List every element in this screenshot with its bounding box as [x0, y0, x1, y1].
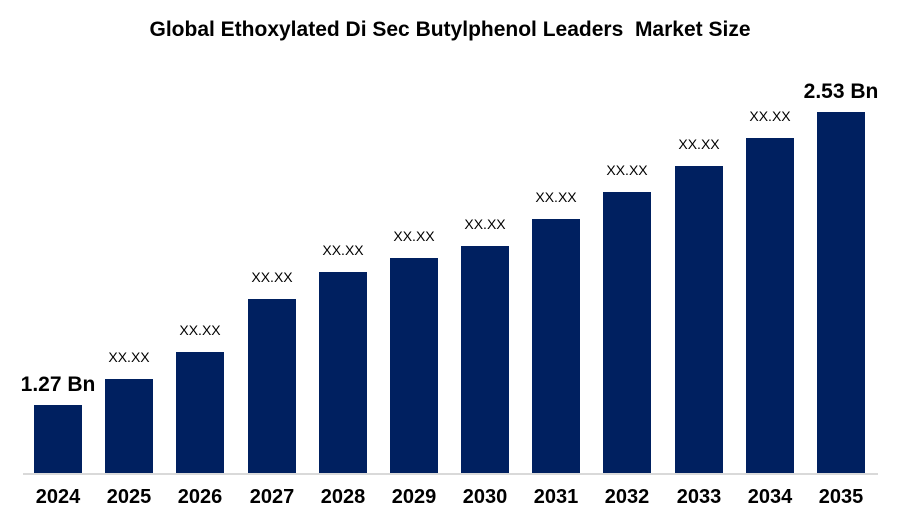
- chart-title: Global Ethoxylated Di Sec Butylphenol Le…: [149, 18, 751, 41]
- bar-2032: [603, 192, 651, 473]
- bar-value-label-2026: XX.XX: [179, 322, 221, 338]
- bar-2033: [675, 166, 723, 473]
- bar-2031: [532, 219, 580, 473]
- bar-value-label-2024: 1.27 Bn: [20, 373, 96, 396]
- bar-2028: [319, 272, 367, 473]
- bar-2025: [105, 379, 153, 473]
- bar-value-label-2025: XX.XX: [108, 349, 150, 365]
- bar-2035: [817, 112, 865, 473]
- x-tick-label-2028: 2028: [320, 486, 366, 508]
- bar-value-label-2031: XX.XX: [535, 189, 577, 205]
- bar-value-label-2029: XX.XX: [393, 228, 435, 244]
- x-tick-label-2026: 2026: [177, 486, 223, 508]
- bar-2029: [390, 258, 438, 473]
- x-tick-label-2029: 2029: [391, 486, 437, 508]
- x-axis-line: [23, 473, 878, 475]
- x-tick-label-2027: 2027: [249, 486, 295, 508]
- bar-2030: [461, 246, 509, 473]
- bar-2027: [248, 299, 296, 473]
- bar-2024: [34, 405, 82, 473]
- bar-2026: [176, 352, 224, 473]
- x-tick-label-2025: 2025: [106, 486, 152, 508]
- bar-2034: [746, 138, 794, 473]
- x-tick-label-2032: 2032: [604, 486, 650, 508]
- bar-value-label-2032: XX.XX: [606, 162, 648, 178]
- bar-value-label-2028: XX.XX: [322, 242, 364, 258]
- x-tick-label-2030: 2030: [462, 486, 508, 508]
- bar-value-label-2027: XX.XX: [251, 269, 293, 285]
- x-tick-label-2034: 2034: [747, 486, 793, 508]
- x-tick-label-2033: 2033: [676, 486, 722, 508]
- x-tick-label-2024: 2024: [35, 486, 81, 508]
- bar-value-label-2030: XX.XX: [464, 216, 506, 232]
- bar-value-label-2033: XX.XX: [678, 136, 720, 152]
- bar-value-label-2035: 2.53 Bn: [803, 80, 879, 103]
- x-tick-label-2035: 2035: [818, 486, 864, 508]
- x-tick-label-2031: 2031: [533, 486, 579, 508]
- bar-value-label-2034: XX.XX: [749, 108, 791, 124]
